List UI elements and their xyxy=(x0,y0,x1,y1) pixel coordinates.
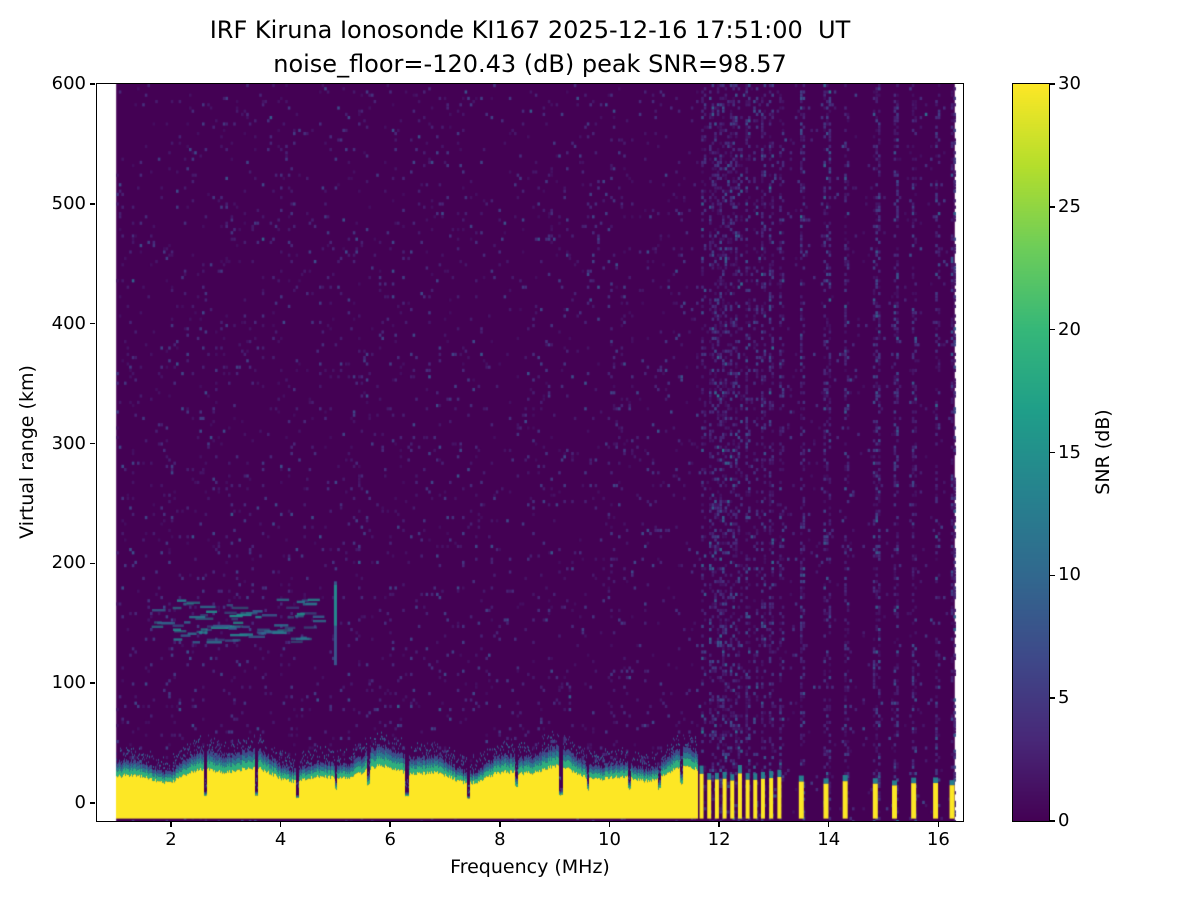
x-tick-mark xyxy=(937,822,940,827)
colorbar-tick-mark xyxy=(1050,451,1055,454)
y-tick-mark xyxy=(90,442,95,445)
x-tick-mark xyxy=(608,822,611,827)
y-tick-label: 100 xyxy=(51,672,86,694)
colorbar-tick-label: 10 xyxy=(1058,564,1081,586)
colorbar xyxy=(1012,83,1050,822)
colorbar-gradient-canvas xyxy=(1013,84,1049,821)
x-tick-mark xyxy=(389,822,391,827)
colorbar-tick-mark xyxy=(1050,820,1055,822)
colorbar-tick-mark xyxy=(1050,328,1055,331)
colorbar-label: SNR (dB) xyxy=(1092,409,1114,495)
colorbar-tick-mark xyxy=(1050,697,1055,699)
plot-title: IRF Kiruna Ionosonde KI167 2025-12-16 17… xyxy=(209,16,851,44)
y-tick-mark xyxy=(90,83,95,85)
y-tick-label: 0 xyxy=(74,792,86,814)
x-tick-label: 2 xyxy=(165,829,177,850)
x-tick-mark xyxy=(827,822,830,827)
x-tick-mark xyxy=(499,822,501,827)
y-tick-mark xyxy=(90,322,95,325)
x-tick-label: 12 xyxy=(707,829,731,850)
colorbar-tick-mark xyxy=(1050,574,1055,577)
x-tick-label: 4 xyxy=(274,829,287,850)
colorbar-tick-mark xyxy=(1050,83,1055,85)
y-tick-label: 400 xyxy=(51,312,86,334)
y-tick-mark xyxy=(90,682,95,684)
colorbar-tick-label: 0 xyxy=(1058,810,1070,831)
ionogram-heatmap-canvas xyxy=(97,84,963,821)
colorbar-tick-label: 15 xyxy=(1058,441,1081,463)
colorbar-tick-mark xyxy=(1050,206,1055,208)
colorbar-tick-label: 30 xyxy=(1058,73,1081,94)
y-axis-label: Virtual range (km) xyxy=(16,365,38,539)
x-tick-mark xyxy=(170,822,172,827)
heatmap-plot-area xyxy=(96,83,964,822)
x-tick-label: 8 xyxy=(494,829,506,850)
colorbar-tick-label: 25 xyxy=(1058,195,1081,217)
x-tick-label: 10 xyxy=(598,829,621,850)
colorbar-tick-label: 5 xyxy=(1058,687,1070,709)
x-tick-label: 14 xyxy=(817,829,841,850)
y-tick-mark xyxy=(90,203,95,205)
x-axis-label: Frequency (MHz) xyxy=(450,856,610,878)
x-tick-mark xyxy=(718,822,720,827)
plot-subtitle: noise_floor=-120.43 (dB) peak SNR=98.57 xyxy=(273,50,787,78)
colorbar-tick-label: 20 xyxy=(1058,318,1081,340)
y-tick-label: 600 xyxy=(51,73,86,94)
x-tick-mark xyxy=(279,822,282,827)
y-tick-label: 300 xyxy=(51,432,86,454)
x-tick-label: 6 xyxy=(384,829,396,850)
y-tick-mark xyxy=(90,802,95,804)
y-tick-mark xyxy=(90,562,95,565)
x-tick-label: 16 xyxy=(926,829,950,850)
y-tick-label: 500 xyxy=(51,192,86,214)
y-tick-label: 200 xyxy=(51,552,86,574)
